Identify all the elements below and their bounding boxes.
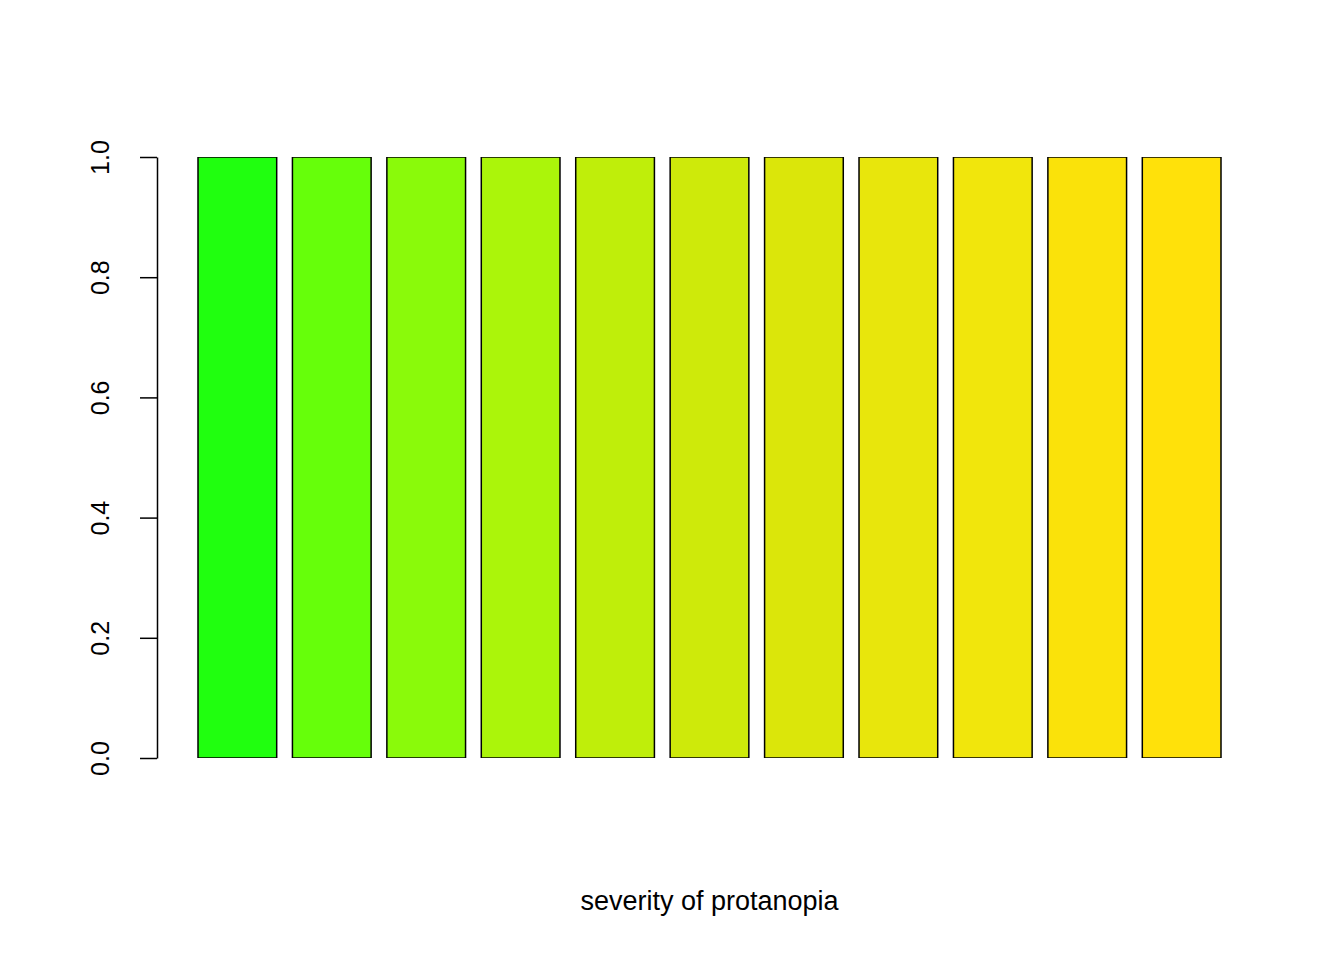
bar xyxy=(481,157,560,758)
bar xyxy=(576,157,655,758)
bar xyxy=(1048,157,1127,758)
tick-label: 0.6 xyxy=(86,381,114,416)
tick-mark xyxy=(140,397,157,399)
tick: 0.2 xyxy=(86,621,157,656)
tick-label: 0.0 xyxy=(86,741,114,776)
bar xyxy=(1142,157,1221,758)
tick: 1.0 xyxy=(86,140,157,175)
tick: 0.4 xyxy=(86,501,157,536)
bar xyxy=(292,157,371,758)
tick-mark xyxy=(140,157,157,159)
tick-mark xyxy=(140,517,157,519)
tick: 0.8 xyxy=(86,260,157,295)
tick-mark xyxy=(140,638,157,640)
chart: 0.0 0.2 0.4 0.6 0.8 1.0 severity of protanopia xyxy=(0,0,1344,960)
tick-label: 1.0 xyxy=(86,140,114,175)
tick-mark xyxy=(140,758,157,760)
tick-label: 0.4 xyxy=(86,501,114,536)
bar xyxy=(765,157,844,758)
tick-label: 0.2 xyxy=(86,621,114,656)
bar xyxy=(859,157,938,758)
bar xyxy=(198,157,277,758)
tick-label: 0.8 xyxy=(86,260,114,295)
x-axis-title: severity of protanopia xyxy=(580,886,839,916)
axis-line xyxy=(157,158,159,759)
bar xyxy=(953,157,1032,758)
bar xyxy=(670,157,749,758)
y-axis: 0.0 0.2 0.4 0.6 0.8 1.0 xyxy=(86,140,158,776)
bars xyxy=(198,157,1221,758)
bar xyxy=(387,157,466,758)
tick-mark xyxy=(140,277,157,279)
tick: 0.6 xyxy=(86,381,157,416)
tick: 0.0 xyxy=(86,741,157,776)
